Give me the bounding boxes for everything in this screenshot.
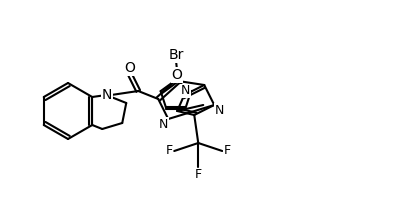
Text: N: N xyxy=(102,88,112,102)
Text: F: F xyxy=(166,145,173,157)
Text: N: N xyxy=(215,104,224,117)
Text: F: F xyxy=(224,145,231,157)
Text: N: N xyxy=(159,118,168,131)
Text: N: N xyxy=(181,85,190,97)
Text: Br: Br xyxy=(168,48,184,62)
Text: O: O xyxy=(124,61,135,75)
Text: F: F xyxy=(195,168,202,182)
Text: O: O xyxy=(171,68,182,82)
